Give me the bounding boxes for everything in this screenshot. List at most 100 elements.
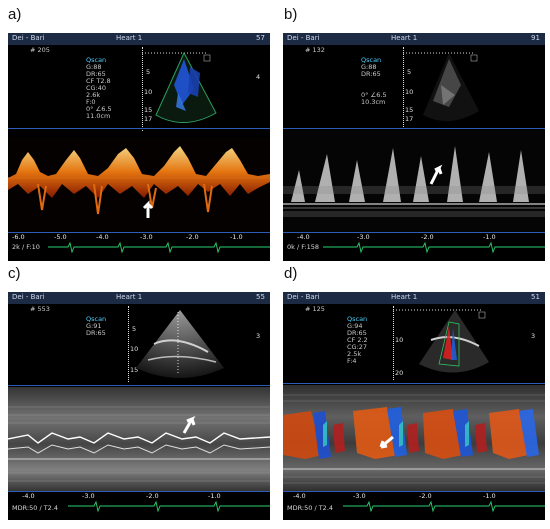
panel-b-tick-1: -3.0	[357, 233, 370, 241]
panel-d-separator	[283, 383, 545, 384]
panel-d-tick-2: -2.0	[419, 492, 432, 500]
panel-b-header-center: Heart 1	[391, 34, 418, 42]
panel-d-info-3: CF 2.2	[347, 336, 368, 344]
panel-d-header: Dei - Bari Heart 1 51	[283, 292, 545, 304]
panel-b-info: Qscan G:88 DR:65 0° ∠6.5 10.3cm	[361, 57, 387, 106]
panel-a-depth-0: 5	[146, 68, 151, 76]
panel-a-header-center: Heart 1	[116, 34, 143, 42]
panel-d-info-6: F:4	[347, 357, 357, 365]
panel-b-separator	[283, 128, 545, 129]
panel-d-ecg-trace	[343, 500, 545, 513]
panel-c-info-0: Qscan	[86, 315, 107, 323]
panel-d-tick-1: -3.0	[353, 492, 366, 500]
panel-d-tick-0: -4.0	[293, 492, 306, 500]
panel-d-header-center: Heart 1	[391, 293, 418, 301]
panel-b-tick-0: -4.0	[297, 233, 310, 241]
panel-d-sector-view	[393, 309, 489, 373]
panel-a-frame-number: # 205	[30, 46, 50, 54]
panel-a-depth-3: 17	[144, 115, 153, 123]
panel-b-depth-3: 17	[405, 115, 414, 123]
panel-c-info-1: G:91	[86, 322, 102, 330]
panel-a-info-7: 0° ∠6.5	[86, 105, 112, 113]
panel-b-info-2: DR:65	[361, 70, 381, 78]
panel-c-label: c)	[8, 265, 21, 282]
panel-c-header: Dei - Bari Heart 1 55	[8, 292, 270, 304]
panel-a-header: Dei - Bari Heart 1 57	[8, 33, 270, 45]
panel-b-info-0: Qscan	[361, 56, 382, 64]
panel-b-ecg-trace	[323, 241, 545, 254]
panel-b-depth-scale	[403, 47, 404, 131]
panel-d-side-mark: 3	[531, 332, 536, 340]
panel-b-frame-number: # 132	[305, 46, 325, 54]
panel-b-sector-view	[403, 52, 479, 122]
panel-c-info-2: DR:65	[86, 329, 106, 337]
panel-d-info-4: CG:27	[347, 343, 368, 351]
panel-a-side-mark: 4	[256, 73, 261, 81]
panel-a-info-4: CG:40	[86, 84, 107, 92]
panel-b-tick-3: -1.0	[483, 233, 496, 241]
panel-a-header-right: 57	[256, 34, 265, 42]
panel-a-depth-1: 10	[144, 88, 153, 96]
panel-b-header-right: 91	[531, 34, 540, 42]
panel-a-ecg-trace	[48, 241, 270, 254]
panel-d-depth-1: 20	[395, 369, 404, 377]
panel-a-depth-2: 15	[144, 106, 153, 114]
panel-c-depth-1: 10	[130, 345, 139, 353]
panel-c-sector-view	[136, 310, 224, 378]
panel-c-frame-number: # 553	[30, 305, 50, 313]
panel-c-side-mark: 3	[256, 332, 261, 340]
panel-b-axis-line	[283, 232, 545, 233]
panel-a-axis-line	[8, 232, 270, 233]
panel-a-doppler-strip	[8, 138, 270, 232]
panel-a-info-5: 2.6k	[86, 91, 101, 99]
panel-d-info-1: G:94	[347, 322, 363, 330]
panel-b-doppler-strip	[283, 130, 545, 232]
panel-d-color-mmode-trace	[283, 385, 545, 491]
panel-a-info-0: Qscan	[86, 56, 107, 64]
panel-d-info: Qscan G:94 DR:65 CF 2.2 CG:27 2.5k F:4	[347, 316, 368, 365]
panel-d-axis-line	[283, 491, 545, 492]
panel-d-arrow-icon	[379, 435, 394, 449]
panel-c-header-right: 55	[256, 293, 265, 301]
panel-c-tick-3: -1.0	[208, 492, 221, 500]
panel-d-label: d)	[284, 265, 298, 282]
panel-c-footer: MDR:50 / T2.4	[12, 504, 59, 512]
panel-a-tick-5: -1.0	[230, 233, 243, 241]
panel-a-label: a)	[8, 6, 22, 23]
panel-d-header-right: 51	[531, 293, 540, 301]
panel-d-echo-image: Dei - Bari Heart 1 51 # 125 Qscan G:94 D…	[283, 292, 545, 520]
panel-a-echo-image: Dei - Bari Heart 1 57 # 205 Qscan G:88 D…	[8, 33, 270, 261]
panel-a-info-3: CF T2.8	[86, 77, 111, 85]
panel-c-info: Qscan G:91 DR:65	[86, 316, 106, 337]
panel-b-depth-0: 5	[407, 68, 412, 76]
panel-a-info: Qscan G:88 DR:65 CF T2.8 CG:40 2.6k F:0 …	[86, 57, 112, 120]
panel-c-depth-scale	[128, 306, 129, 382]
panel-b-echo-image: Dei - Bari Heart 1 91 # 132 Qscan G:88 D…	[283, 33, 545, 261]
panel-a-tick-3: -3.0	[140, 233, 153, 241]
panel-a-sector-view	[142, 51, 217, 124]
panel-c-axis-line	[8, 491, 270, 492]
panel-d-tick-3: -1.0	[483, 492, 496, 500]
panel-a-info-1: G:88	[86, 63, 102, 71]
panel-d-header-left: Dei - Bari	[287, 293, 320, 301]
panel-c-mmode-strip	[8, 387, 270, 491]
panel-b-info-3: 0° ∠6.5	[361, 91, 387, 99]
panel-a-arrow-icon	[142, 200, 154, 218]
panel-b-info-1: G:88	[361, 63, 377, 71]
panel-c-separator	[8, 385, 270, 386]
panel-c-mmode-trace	[8, 387, 270, 491]
panel-c-depth-2: 15	[130, 366, 139, 374]
panel-a-header-left: Dei - Bari	[12, 34, 45, 42]
panel-b-header-left: Dei - Bari	[287, 34, 320, 42]
panel-b-arrow-icon	[429, 164, 443, 185]
panel-d-footer: MDR:50 / T2.4	[287, 504, 334, 512]
panel-a-footer: 2k / F:10	[12, 243, 40, 251]
panel-c-tick-2: -2.0	[146, 492, 159, 500]
panel-c-echo-image: Dei - Bari Heart 1 55 # 553 Qscan G:91 D…	[8, 292, 270, 520]
panel-a-info-8: 11.0cm	[86, 112, 111, 120]
panel-a-depth-scale	[142, 47, 143, 131]
panel-b-footer: 0k / F:158	[287, 243, 320, 251]
panel-b-depth-2: 15	[405, 106, 414, 114]
panel-a-tick-0: -6.0	[12, 233, 25, 241]
panel-c-ecg-trace	[68, 500, 270, 513]
